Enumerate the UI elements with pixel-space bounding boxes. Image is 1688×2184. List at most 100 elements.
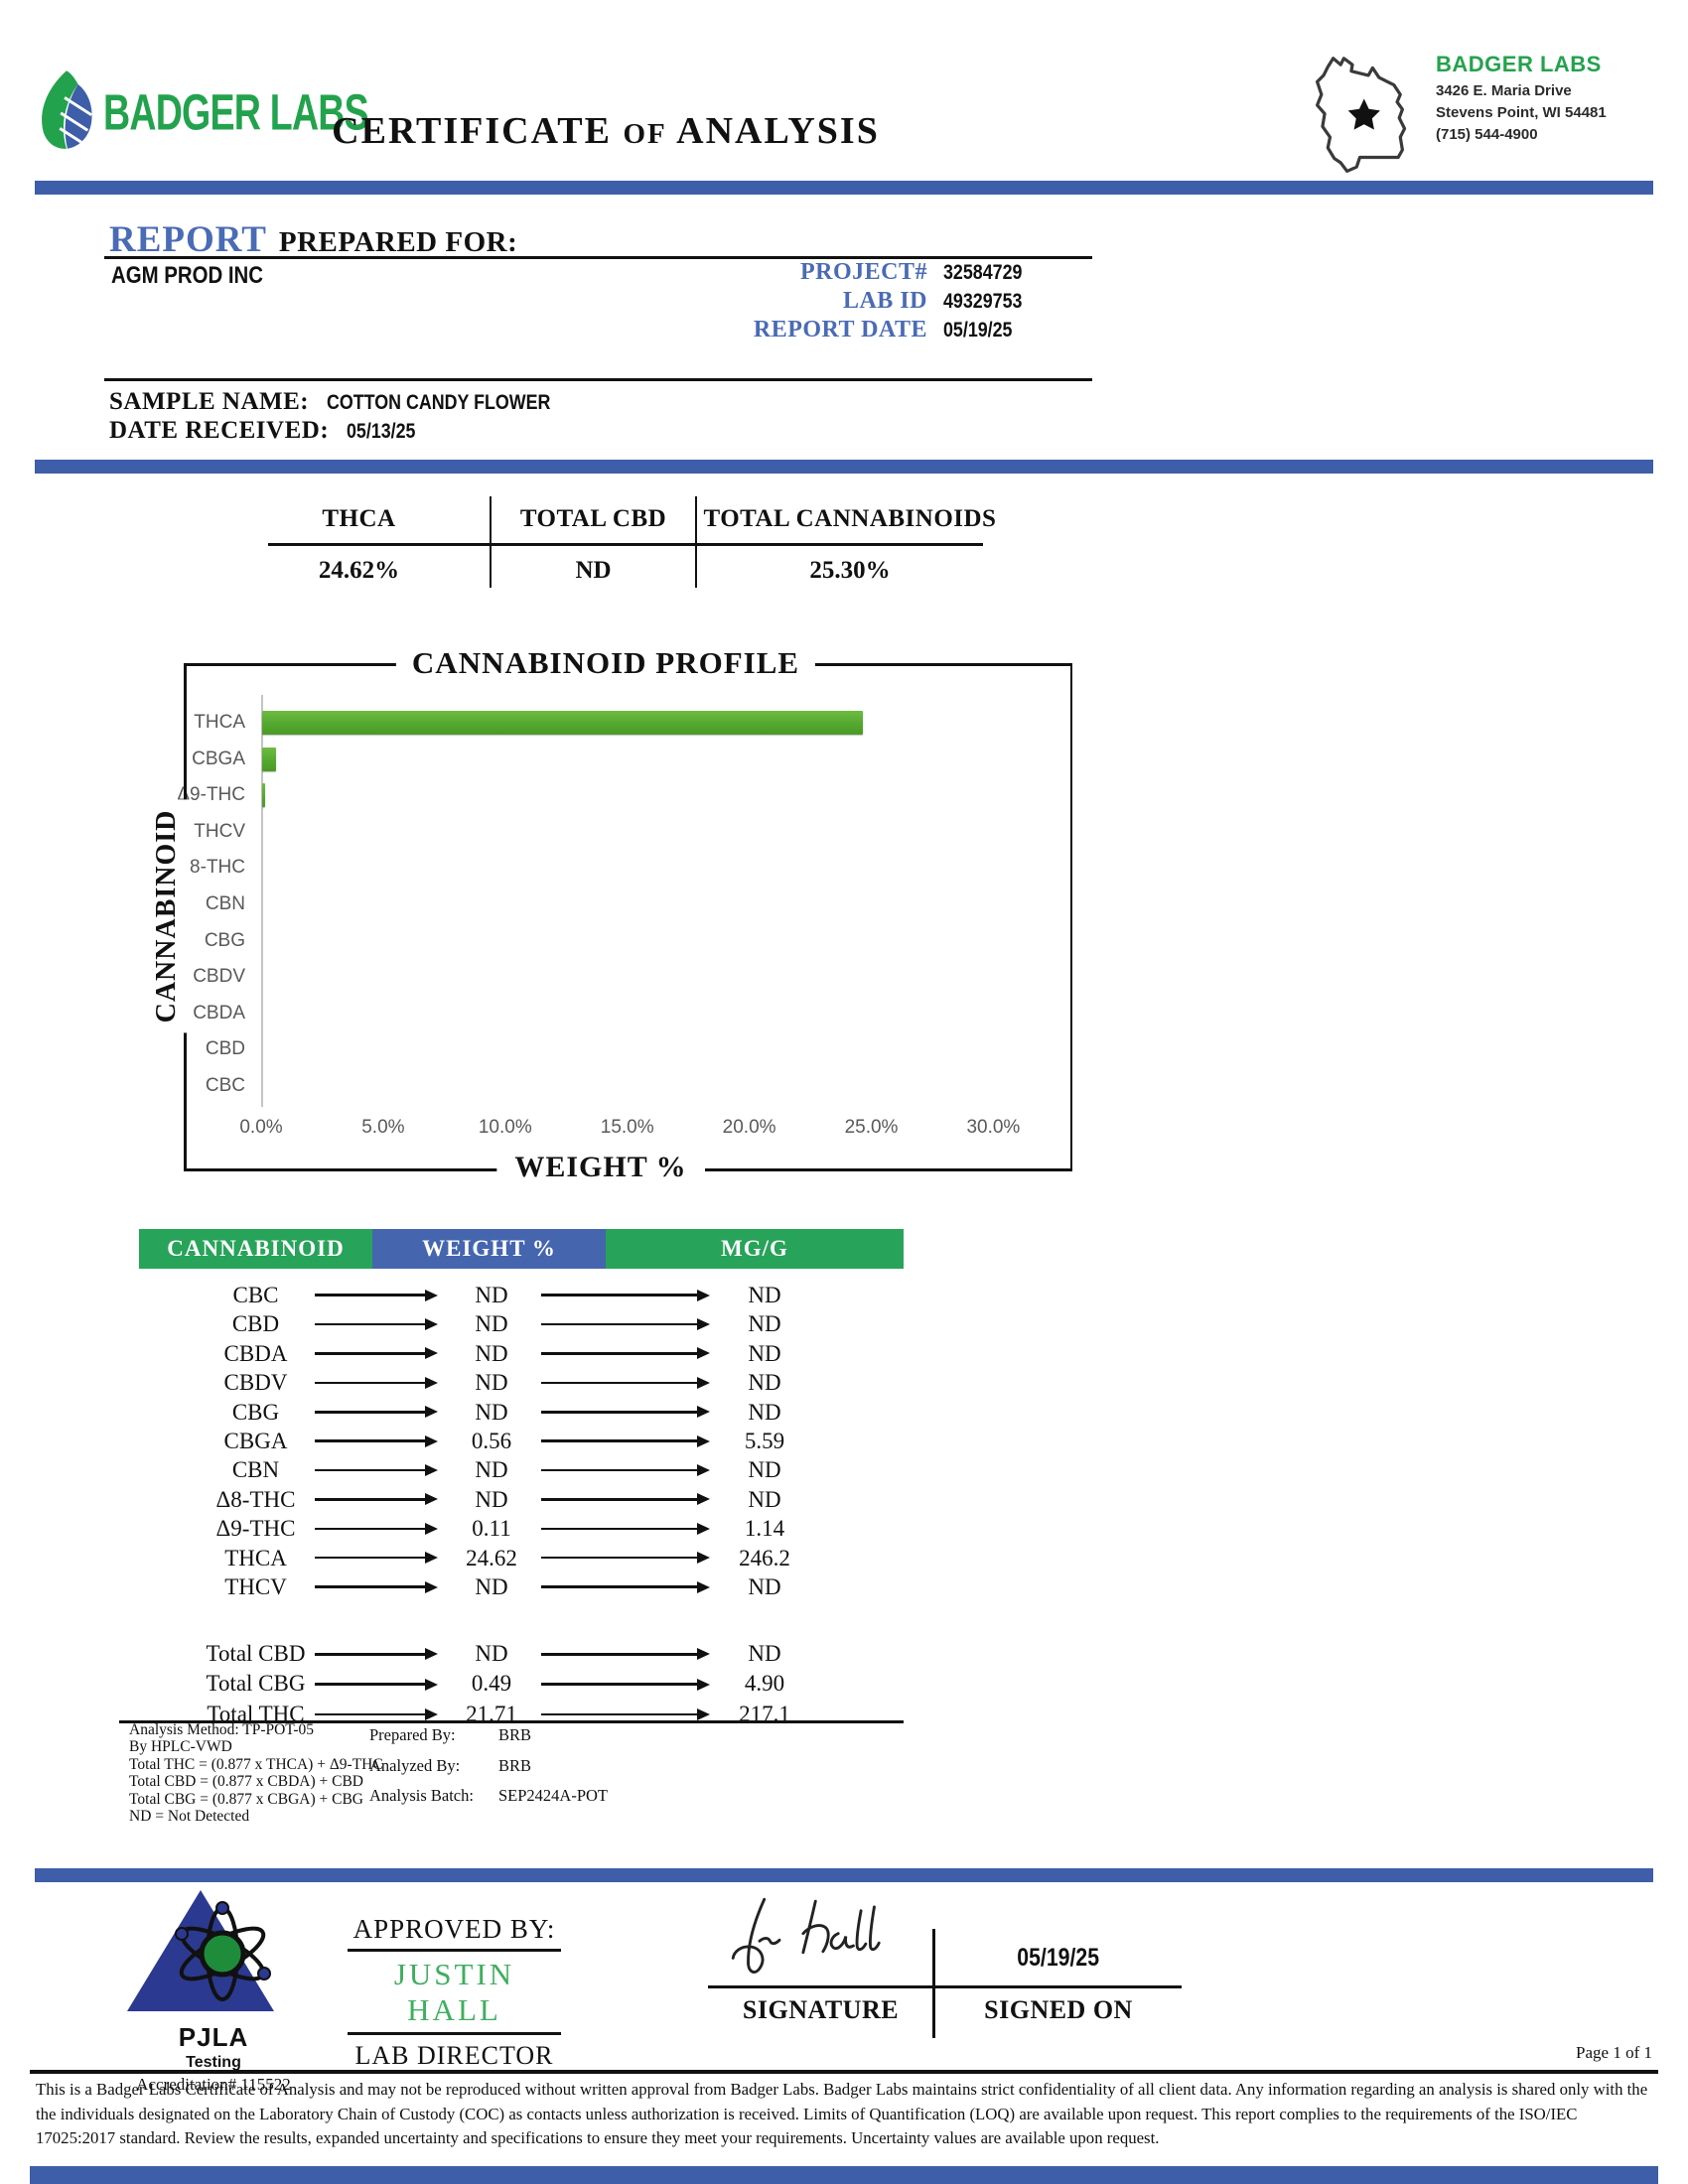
signed-on-label: SIGNED ON [984,1995,1133,2024]
sample-rule [104,378,1092,381]
chart-category-label: THCV [194,820,245,842]
signed-date: 05/19/25 [1017,1944,1100,1972]
results-table-header: CANNABINOID WEIGHT % MG/G [139,1229,904,1269]
cannabinoid-name: CBD [231,1311,280,1337]
weight-value: ND [475,1573,508,1599]
mgg-value: 5.59 [744,1428,785,1453]
mgg-value: 217.1 [739,1701,790,1726]
weight-value: 0.49 [471,1671,512,1697]
arrow-icon [541,1352,698,1355]
footnote-line: Total CBG = (0.877 x CBGA) + CBG [129,1790,363,1808]
report-date-label: REPORT DATE [753,317,927,342]
lab-id-row: LAB ID 49329753 [695,288,1092,315]
arrow-icon [541,1439,698,1442]
weight-value: ND [475,1283,508,1307]
footnote-line: By HPLC-VWD [129,1738,232,1756]
signature-rule [708,1985,1182,1988]
table-row: THCV ND ND [139,1572,904,1601]
pjla-name: PJLA [178,2022,249,2052]
weight-value: ND [475,1457,508,1483]
page-number: Page 1 of 1 [1576,2043,1652,2062]
chart-bar [262,747,276,771]
summary-thca: THCA 24.62% [228,496,492,588]
lab-address: 3426 E. Maria Drive Stevens Point, WI 54… [1436,82,1607,143]
cannabinoid-name: Total CBD [206,1641,306,1667]
arrow-icon [541,1498,698,1501]
report-date-row: REPORT DATE 05/19/25 [695,317,1092,343]
approval-block: APPROVED BY: JUSTIN HALL LAB DIRECTOR [348,1914,561,2071]
pjla-logo-icon [119,1890,308,2019]
signature-divider [932,1929,935,2038]
chart-category-label: Δ8-THC [177,857,245,879]
cannabinoid-name: Δ9-THC [215,1516,296,1542]
table-row: Total CBD ND ND [139,1639,904,1669]
disclaimer-text: This is a Badger Labs Certificate of Ana… [36,2080,1648,2147]
table-row: Δ8-THC ND ND [139,1485,904,1514]
mgg-value: ND [748,1399,781,1425]
arrow-icon [315,1352,426,1355]
chart-x-tick: 10.0% [478,1117,532,1138]
arrow-icon [541,1712,698,1716]
approved-by-label: APPROVED BY: [348,1914,561,1952]
arrow-icon [315,1653,426,1656]
arrow-icon [541,1556,698,1560]
accreditation-number: Accreditation# 115522 [136,2075,291,2094]
mgg-value: ND [748,1486,781,1512]
chart-x-tick: 25.0% [844,1117,899,1138]
arrow-icon [315,1585,426,1588]
footnote-value: BRB [498,1755,532,1775]
arrow-icon [315,1322,426,1326]
arrow-icon [315,1527,426,1531]
chart-axis-line [261,695,263,1107]
mgg-value: ND [748,1311,781,1337]
footnote-line: Total THC = (0.877 x THCA) + Δ9-THC [129,1755,383,1773]
mgg-value: ND [748,1283,781,1307]
footnote-line: ND = Not Detected [129,1808,250,1826]
chart-bar [262,711,864,735]
weight-value: ND [475,1399,508,1425]
footnote-kv-row: Analysis Batch: SEP2424A-POT [369,1786,608,1806]
lab-id: 49329753 [943,290,1023,313]
table-row: THCA 24.62 246.2 [139,1544,904,1572]
footnote-kv-row: Prepared By: BRB [369,1725,608,1745]
report-heading: REPORT PREPARED FOR: [109,219,518,260]
table-row: Δ9-THC 0.11 1.14 [139,1514,904,1543]
weight-value: 24.62 [466,1545,517,1570]
arrow-icon [315,1468,426,1472]
table-row: CBN ND ND [139,1455,904,1484]
disclaimer-rule [30,2070,1658,2074]
divider-bar-footer [35,1868,1653,1882]
wisconsin-state-icon [1309,52,1426,180]
chart-x-tick: 0.0% [239,1117,283,1138]
weight-value: ND [475,1370,508,1396]
arrow-icon [315,1683,426,1686]
summary-rule [268,543,983,546]
project-number: 32584729 [943,261,1023,284]
cannabinoid-profile-chart: CANNABINOID PROFILE WEIGHT % CANNABINOID… [143,645,1072,1191]
date-received-row: DATE RECEIVED: 05/13/25 [109,417,416,444]
lab-address-block: BADGER LABS 3426 E. Maria Drive Stevens … [1309,52,1607,180]
summary-total-cannabinoids: TOTAL CANNABINOIDS 25.30% [703,505,997,584]
bottom-bar [30,2166,1658,2184]
document-title: CERTIFICATE OF ANALYSIS [332,110,880,152]
signature-label: SIGNATURE [742,1995,900,2024]
arrow-icon [315,1712,426,1716]
arrow-icon [541,1294,698,1297]
results-rows: CBC ND ND CBD ND ND CBDA ND ND CBDV ND ND CBG ND ND CBG… [139,1281,904,1601]
analyst-footnotes: Prepared By: BRB Analyzed By: BRB Analysis B… [369,1725,608,1817]
arrow-icon [315,1556,426,1560]
footnote-line: Total CBD = (0.877 x CBDA) + CBD [129,1773,363,1791]
footnote-label: Analyzed By: [369,1755,461,1775]
cannabinoid-name: CBN [231,1457,280,1483]
report-date: 05/19/25 [943,319,1013,341]
footnote-value: SEP2424A-POT [498,1786,609,1805]
cannabinoid-name: THCA [224,1545,287,1570]
logo-wordmark: BADGER LABS [103,82,369,141]
chart-category-label: CBDA [193,1002,245,1024]
mgg-value: ND [748,1641,781,1667]
client-name: AGM PROD INC [111,262,263,289]
footnote-label: Prepared By: [369,1725,456,1744]
arrow-icon [315,1411,426,1414]
weight-value: ND [475,1311,508,1337]
